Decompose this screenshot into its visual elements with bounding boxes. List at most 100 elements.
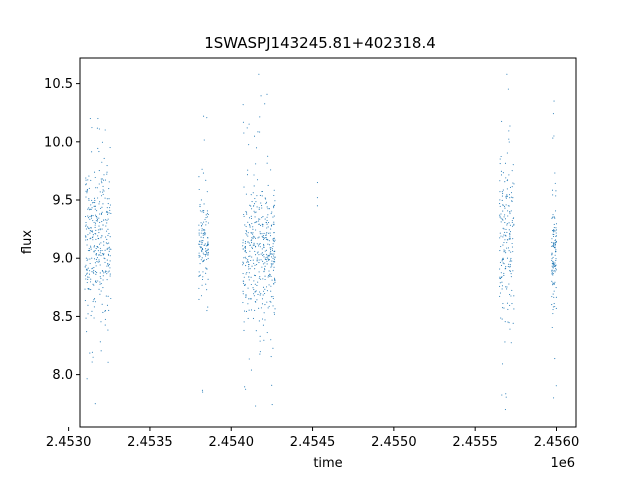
data-point (257, 237, 259, 239)
data-point (510, 342, 512, 344)
data-point (270, 250, 272, 252)
data-point (92, 356, 94, 358)
data-point (263, 253, 265, 256)
data-point (507, 247, 510, 249)
data-point (205, 245, 207, 247)
data-point (513, 223, 515, 225)
data-point (94, 403, 96, 405)
data-point (200, 236, 202, 238)
data-point (109, 209, 111, 211)
plot-frame (79, 57, 577, 428)
data-point (272, 269, 275, 271)
data-point (98, 261, 100, 263)
y-tick-label: 8.5 (52, 310, 73, 325)
data-point (198, 232, 200, 234)
data-point (253, 289, 255, 291)
data-point (269, 253, 271, 255)
data-point (554, 239, 557, 241)
data-point (262, 263, 264, 265)
data-point (106, 279, 108, 281)
data-point (94, 199, 96, 202)
data-point (272, 239, 274, 241)
data-point (259, 242, 261, 245)
data-point (90, 204, 92, 206)
data-point (84, 266, 86, 268)
data-point (552, 274, 554, 276)
data-point (85, 221, 87, 224)
data-point (100, 255, 102, 257)
data-point (106, 171, 108, 173)
data-point (555, 269, 557, 271)
data-point (258, 277, 260, 279)
data-point (272, 237, 274, 240)
data-point (511, 186, 513, 188)
data-point (254, 268, 256, 270)
data-point (93, 269, 95, 271)
data-point (553, 231, 555, 233)
data-point (509, 270, 511, 272)
data-point (201, 228, 203, 230)
data-point (260, 253, 262, 255)
data-point (508, 194, 511, 196)
data-point (506, 188, 508, 190)
data-point (499, 205, 501, 207)
data-point (244, 246, 246, 248)
data-point (99, 276, 101, 278)
data-point (511, 200, 513, 202)
data-point (499, 158, 501, 160)
data-point (107, 265, 109, 267)
data-point (266, 255, 268, 257)
data-point (97, 147, 99, 150)
data-point (505, 266, 507, 268)
data-point (109, 146, 111, 149)
data-point (508, 250, 510, 252)
data-point (101, 161, 103, 163)
data-point (505, 195, 507, 197)
data-point (203, 115, 205, 117)
data-point (90, 248, 92, 250)
data-point (248, 217, 251, 219)
data-point (99, 283, 101, 285)
data-point (100, 242, 102, 244)
data-point (86, 259, 88, 262)
data-point (204, 218, 206, 220)
data-point (552, 194, 554, 196)
data-point (248, 255, 250, 257)
data-point (96, 215, 98, 218)
data-point (509, 264, 511, 266)
data-point (268, 254, 271, 256)
data-point (261, 191, 263, 193)
data-point (109, 273, 111, 275)
data-point (242, 280, 244, 282)
data-point (509, 260, 511, 262)
data-point (206, 289, 208, 291)
data-point (108, 233, 110, 235)
data-point (266, 227, 268, 229)
data-point (263, 246, 265, 248)
data-point (551, 241, 553, 243)
data-point (99, 229, 101, 231)
data-point (500, 217, 502, 219)
data-point (256, 195, 258, 197)
data-point (504, 341, 506, 343)
data-point (270, 285, 272, 287)
data-point (199, 210, 201, 212)
data-point (89, 216, 91, 218)
data-point (270, 266, 272, 268)
data-point (269, 235, 272, 237)
data-point (97, 235, 99, 237)
data-point (105, 211, 107, 213)
data-point (264, 218, 266, 220)
data-point (508, 174, 510, 176)
data-point (273, 194, 275, 197)
data-point (553, 296, 555, 298)
data-point (506, 247, 508, 249)
data-point (256, 299, 258, 301)
data-point (87, 304, 89, 306)
data-point (105, 295, 107, 297)
data-point (91, 271, 93, 273)
data-point (248, 309, 250, 311)
data-point (98, 217, 100, 219)
data-point (245, 295, 247, 297)
data-point (555, 232, 557, 234)
